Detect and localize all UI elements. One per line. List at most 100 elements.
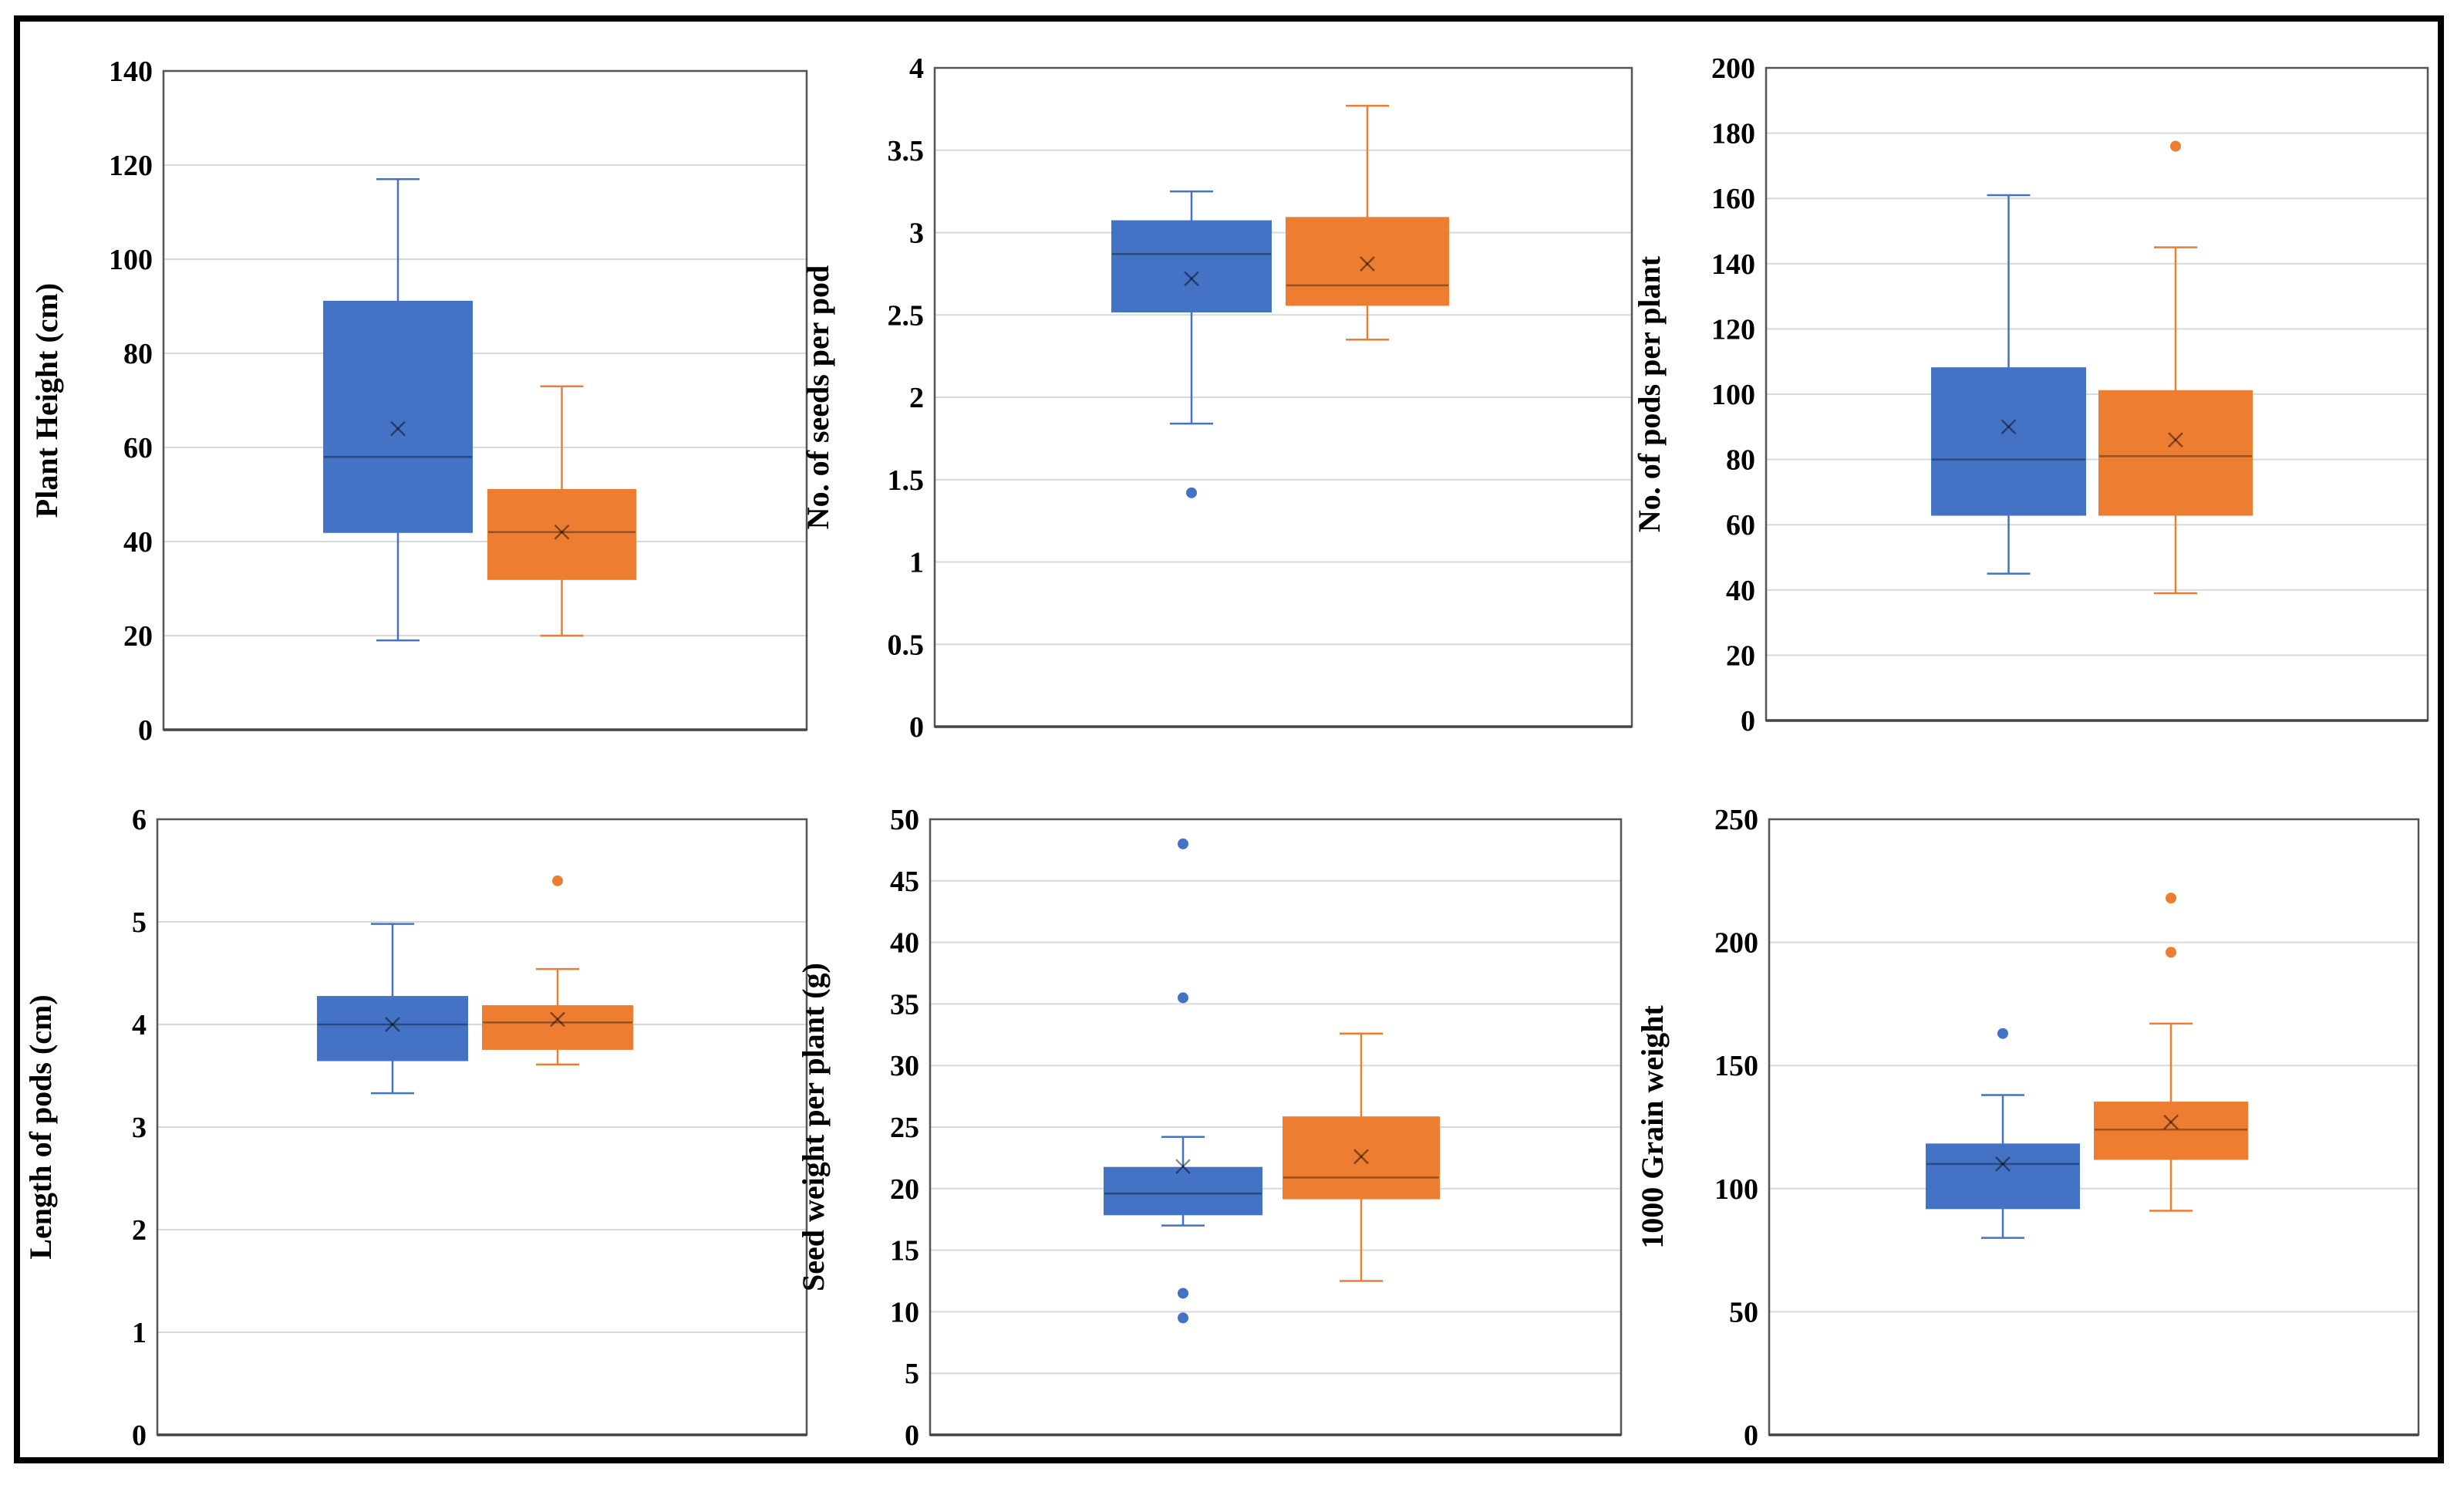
series-1-box-group bbox=[1926, 1028, 2080, 1239]
mean-marker-stroke bbox=[385, 1017, 400, 1032]
mean-marker-stroke bbox=[2168, 432, 2183, 448]
y-tick-label: 60 bbox=[123, 432, 153, 464]
mean-marker-stroke bbox=[550, 1011, 565, 1028]
mean-marker-stroke bbox=[2168, 432, 2183, 448]
mean-marker-stroke bbox=[2001, 419, 2017, 435]
y-tick-label: 3.5 bbox=[888, 135, 925, 167]
y-tick-label: 250 bbox=[1714, 804, 1758, 836]
y-axis-title: No. of seeds per pod bbox=[801, 265, 835, 530]
y-tick-label: 140 bbox=[109, 56, 153, 88]
y-tick-label: 150 bbox=[1714, 1050, 1758, 1082]
outlier-point bbox=[1178, 838, 1188, 849]
mean-marker bbox=[550, 1011, 565, 1028]
y-axis-title: Seed weight per plant (g) bbox=[796, 963, 831, 1291]
y-tick-label: 0 bbox=[1741, 705, 1755, 737]
iqr-box bbox=[1111, 220, 1272, 312]
chart-panel-5: 0 5 10 15 20 25 30 35 40 45 50 Seed weight per plan… bbox=[796, 804, 1623, 1452]
y-tick-label: 0 bbox=[909, 711, 924, 744]
y-tick-label: 100 bbox=[1711, 379, 1755, 411]
outlier-point bbox=[1186, 487, 1197, 498]
mean-marker bbox=[385, 1017, 400, 1032]
y-tick-label: 2 bbox=[909, 382, 924, 414]
mean-marker bbox=[554, 524, 570, 540]
chart-panel-6: 0 50 100 150 200 250 1000 Grain weight bbox=[1635, 804, 2420, 1452]
y-tick-label: 40 bbox=[1726, 575, 1755, 607]
y-tick-label: 0 bbox=[905, 1419, 919, 1452]
series-2-box-group bbox=[1283, 1032, 1440, 1282]
y-tick-label: 60 bbox=[1726, 509, 1755, 542]
series-2-box-group bbox=[2094, 893, 2248, 1212]
series-2-box-group bbox=[2098, 140, 2253, 595]
iqr-box bbox=[1283, 1116, 1440, 1200]
iqr-box bbox=[2094, 1102, 2248, 1160]
outlier-point bbox=[2166, 893, 2176, 904]
y-tick-label: 4 bbox=[909, 52, 924, 85]
y-tick-label: 25 bbox=[890, 1112, 919, 1144]
y-tick-label: 35 bbox=[890, 988, 919, 1021]
series-1-box-group bbox=[323, 178, 473, 642]
iqr-box bbox=[1286, 217, 1449, 306]
y-tick-label: 4 bbox=[132, 1009, 147, 1041]
y-tick-label: 45 bbox=[890, 866, 919, 898]
mean-marker-stroke bbox=[550, 1011, 565, 1028]
y-tick-label: 0 bbox=[138, 714, 153, 747]
y-tick-label: 0 bbox=[1744, 1419, 1758, 1452]
y-axis-title: Length of pods (cm) bbox=[23, 994, 58, 1259]
mean-marker-stroke bbox=[1184, 271, 1199, 287]
mean-marker-stroke bbox=[390, 420, 406, 437]
mean-marker-stroke bbox=[554, 524, 570, 540]
y-tick-label: 20 bbox=[890, 1173, 919, 1206]
y-tick-label: 20 bbox=[123, 620, 153, 653]
y-tick-label: 30 bbox=[890, 1050, 919, 1082]
chart-panel-3: 0 20 40 60 80 100 120 140 160 180 200 No. of pods p… bbox=[1632, 52, 2429, 737]
y-tick-label: 80 bbox=[1726, 444, 1755, 477]
y-tick-label: 1 bbox=[909, 547, 924, 579]
iqr-box bbox=[487, 488, 636, 580]
mean-marker-stroke bbox=[385, 1017, 400, 1032]
iqr-box bbox=[1926, 1143, 2080, 1210]
y-tick-label: 1.5 bbox=[888, 464, 925, 497]
mean-marker bbox=[390, 420, 406, 437]
iqr-box bbox=[1104, 1166, 1262, 1216]
y-tick-label: 160 bbox=[1711, 183, 1755, 215]
y-tick-label: 0 bbox=[132, 1419, 147, 1452]
mean-marker-stroke bbox=[1353, 1149, 1369, 1165]
mean-marker bbox=[1353, 1149, 1369, 1165]
y-tick-label: 2.5 bbox=[888, 299, 925, 332]
y-tick-label: 5 bbox=[905, 1358, 919, 1390]
y-tick-label: 120 bbox=[109, 150, 153, 182]
chart-panel-4: 0 1 2 3 4 5 6 Length of pods (cm) bbox=[23, 804, 808, 1452]
outlier-point bbox=[1178, 992, 1188, 1004]
mean-marker bbox=[2001, 419, 2017, 435]
outlier-point bbox=[1178, 1312, 1188, 1324]
y-tick-label: 80 bbox=[123, 338, 153, 370]
series-2-box-group bbox=[487, 385, 636, 637]
y-tick-label: 200 bbox=[1714, 927, 1758, 960]
y-tick-label: 20 bbox=[1726, 640, 1755, 672]
y-tick-label: 6 bbox=[132, 804, 147, 836]
plot-area-border bbox=[162, 69, 808, 731]
mean-marker-stroke bbox=[1995, 1156, 2011, 1172]
series-1-box-group bbox=[1931, 194, 2086, 575]
outlier-point bbox=[2166, 947, 2176, 958]
mean-marker bbox=[2163, 1114, 2179, 1130]
y-tick-label: 120 bbox=[1711, 313, 1755, 346]
series-2-box-group bbox=[1286, 104, 1449, 341]
mean-marker-stroke bbox=[1360, 256, 1375, 272]
y-tick-label: 10 bbox=[890, 1296, 919, 1328]
y-axis-title: No. of pods per plant bbox=[1632, 255, 1667, 532]
y-tick-label: 200 bbox=[1711, 52, 1755, 85]
mean-marker-stroke bbox=[1184, 271, 1199, 287]
iqr-box bbox=[1931, 367, 2086, 516]
mean-marker-stroke bbox=[1175, 1159, 1191, 1174]
chart-panel-1: 0 20 40 60 80 100 120 140 Plant Height (cm) bbox=[29, 56, 808, 747]
mean-marker bbox=[1175, 1159, 1191, 1174]
series-1-box-group bbox=[317, 923, 468, 1095]
y-tick-label: 50 bbox=[890, 804, 919, 836]
iqr-box bbox=[2098, 390, 2253, 516]
y-tick-label: 3 bbox=[909, 218, 924, 250]
outlier-point bbox=[1997, 1028, 2008, 1039]
iqr-box bbox=[323, 300, 473, 533]
mean-marker-stroke bbox=[1360, 256, 1375, 272]
